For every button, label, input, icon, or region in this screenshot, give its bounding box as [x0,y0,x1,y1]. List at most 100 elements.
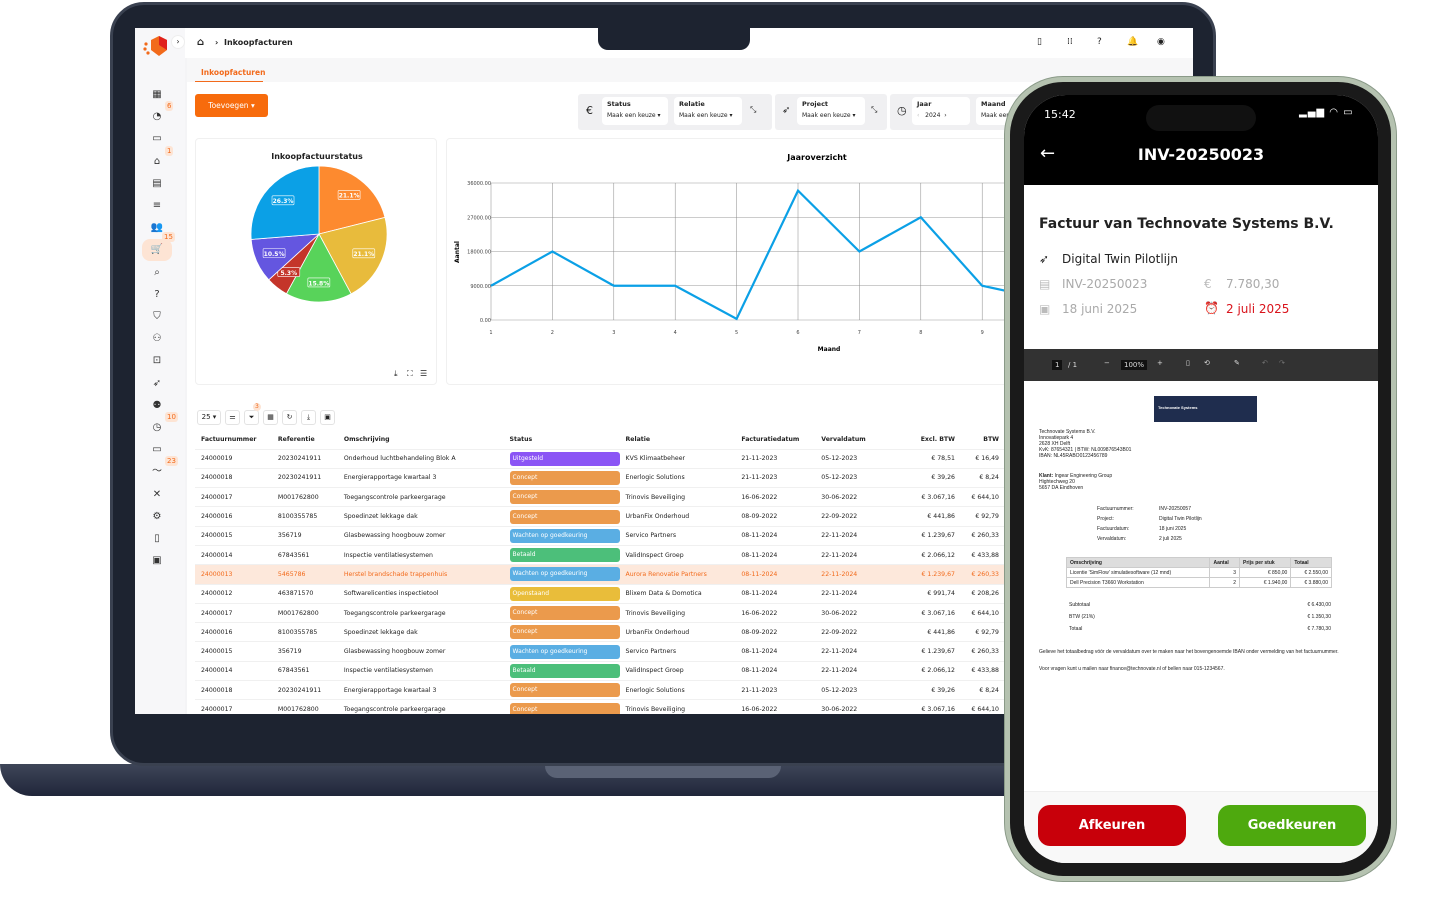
filter-button[interactable]: ⏷ 3 [244,403,261,425]
sidebar-item-help-circle[interactable]: ? [145,286,169,304]
sidebar-item-toolbox[interactable]: ⊡ [145,352,169,370]
zoom-level[interactable]: 100% [1121,360,1148,370]
app-logo[interactable] [143,36,167,58]
sidebar-item-edit-list[interactable]: ≡ [145,197,169,215]
sidebar-item-settings[interactable]: ⚙ [145,508,169,526]
column-header[interactable]: Vervaldatum [821,435,866,443]
rotate-icon[interactable]: ⟲ [1204,359,1210,367]
bell-icon[interactable]: 🔔 [1127,37,1139,47]
column-header[interactable]: Status [509,435,533,443]
sidebar-item-chat[interactable]: ▤ [145,175,169,193]
add-button[interactable]: Toevoegen ▾ [195,94,268,117]
table-row[interactable]: 24000017 M001762800 Toegangscontrole parke… [195,602,1005,623]
page-input[interactable]: 1 [1052,360,1063,370]
table-cell: Toegangscontrole parkeergarage [337,487,504,507]
table-cell: 24000012 [195,583,272,604]
table-row[interactable]: 24000014 67843561 Inspectie ventilatiesyst… [195,544,1005,565]
sidebar-toggle-button[interactable]: › [171,35,185,49]
sidebar-item-users[interactable]: 👥 [145,219,169,237]
annotate-icon[interactable]: ✎ [1234,359,1240,367]
grid-view-button[interactable]: ▦ [263,410,278,425]
export-button[interactable]: ⤓ [301,410,316,425]
status-badge: Betaald [509,548,620,563]
column-header[interactable]: Omschrijving [343,435,390,443]
pie-slice[interactable] [318,165,386,235]
sidebar-item-card[interactable]: ▭ [145,441,169,459]
approve-button[interactable]: Goedkeuren [1218,805,1366,846]
page-size-select[interactable]: 25 ▾ [197,410,221,425]
relatie-filter[interactable]: Relatie Maak een keuze ▾ [674,97,742,125]
column-header[interactable]: Relatie [625,435,651,443]
table-row[interactable]: 24000017 M001762800 Toegangscontrole parke… [195,487,1005,507]
fit-page-icon[interactable]: ▯ [1186,359,1190,367]
sidebar-item-calendar[interactable]: ▦ [145,86,169,104]
calendar-button[interactable]: ▣ [320,410,335,425]
table-row[interactable]: 24000016 8100355785 Spoedinzet lekkage dak… [195,506,1005,527]
table-row[interactable]: 24000017 M001762800 Toegangscontrole parke… [195,699,1005,714]
table-row[interactable]: 24000018 20230241911 Energierapportage kwa… [195,680,1005,700]
table-row[interactable]: 24000014 67843561 Inspectie ventilatiesyst… [195,660,1005,681]
breadcrumb[interactable]: Inkoopfacturen [224,38,293,47]
download-icon[interactable]: ⤓ [394,369,398,378]
grid-icon[interactable]: ⁞⁞ [1067,37,1073,47]
sidebar-item-dashboard[interactable]: ◔ 6 [145,101,174,126]
sidebar-item-monitor[interactable]: ▣ [145,552,169,570]
fullscreen-icon[interactable]: ⛶ [407,369,413,378]
reject-button[interactable]: Afkeuren [1038,805,1186,846]
sidebar-item-shield[interactable]: ⛉ [145,308,169,326]
adjust-columns-button[interactable]: ⚌ [225,410,240,425]
status-badge: Wachten op goedkeuring [509,528,620,543]
user-icon[interactable]: ◉ [1157,37,1165,47]
sidebar-item-tools[interactable]: ✕ [145,486,169,504]
collapse-icon[interactable]: ⤡ [871,105,878,114]
table-cell: 08-11-2024 [735,564,816,585]
sidebar-item-rocket[interactable]: ➶ [145,375,169,393]
pie-slice[interactable] [285,233,352,303]
page-count: 1 [1072,361,1078,369]
table-row[interactable]: 24000018 20230241911 Energierapportage kwa… [195,467,1005,488]
column-header[interactable]: Referentie [277,435,315,443]
collapse-icon[interactable]: ⤡ [750,105,757,114]
sidebar-item-user-group[interactable]: ⚇ [145,330,169,348]
status-filter[interactable]: Status Maak een keuze ▾ [602,97,668,125]
sidebar-item-clock[interactable]: ◷ 10 [145,412,178,437]
tab-inkoopfacturen[interactable]: Inkoopfacturen [201,68,266,77]
column-header[interactable]: BTW [983,435,999,443]
sender-line: IBAN: NL45RABO0123456789 [1039,453,1108,459]
sidebar-item-cart[interactable]: 🛒 15 [142,232,175,262]
table-cell: Softwarelicenties inspectietool [337,583,504,604]
book-icon[interactable]: ▯ [1037,37,1042,47]
table-row[interactable]: 24000013 5465786 Herstel brandschade trapp… [195,564,1005,585]
undo-icon[interactable]: ↶ [1262,359,1268,367]
back-arrow-icon[interactable]: ← [1040,143,1056,164]
table-row[interactable]: 24000019 20230241911 Onderhoud luchtbehand… [195,448,1005,469]
column-header[interactable]: Factuurnummer [201,435,257,443]
sidebar-item-id-card[interactable]: ▭ [145,130,169,148]
zoom-out-button[interactable]: − [1104,359,1110,367]
home-icon[interactable]: ⌂ [197,37,205,48]
table-row[interactable]: 24000015 356719 Glasbewassing hoogbouw zom… [195,641,1005,662]
table-row[interactable]: 24000012 463871570 Softwarelicenties inspe… [195,583,1005,604]
table-row[interactable]: 24000016 8100355785 Spoedinzet lekkage dak… [195,622,1005,642]
jaar-filter[interactable]: Jaar ‹ 2024 › [912,97,970,125]
sidebar-item-building[interactable]: ⌂ 1 [145,145,174,171]
table-row[interactable]: 24000015 356719 Glasbewassing hoogbouw zom… [195,525,1005,546]
sidebar-item-search-document[interactable]: ⌕ [145,264,169,282]
sidebar-item-team[interactable]: ⚉ [145,397,169,415]
sidebar-item-chart[interactable]: 〜 23 [145,456,178,481]
refresh-button[interactable]: ↻ [282,410,297,425]
redo-icon[interactable]: ↷ [1279,359,1285,367]
legend-list-icon[interactable]: ☰ [420,369,428,378]
table-cell: 22-09-2022 [815,622,896,642]
table-cell: Concept [503,487,620,507]
zoom-in-button[interactable]: + [1157,359,1163,367]
column-header[interactable]: Facturatiedatum [741,435,800,443]
column-header[interactable]: Excl. BTW [920,435,955,443]
sidebar-item-phone[interactable]: ▯ [145,530,169,548]
help-icon[interactable]: ? [1097,37,1102,47]
table-cell: UrbanFix Onderhoud [619,622,736,642]
table-cell: 24000017 [195,487,272,507]
project-filter[interactable]: Project Maak een keuze ▾ [797,97,865,125]
line-series[interactable] [490,188,1044,321]
rocket-icon: ➶ [782,105,791,116]
